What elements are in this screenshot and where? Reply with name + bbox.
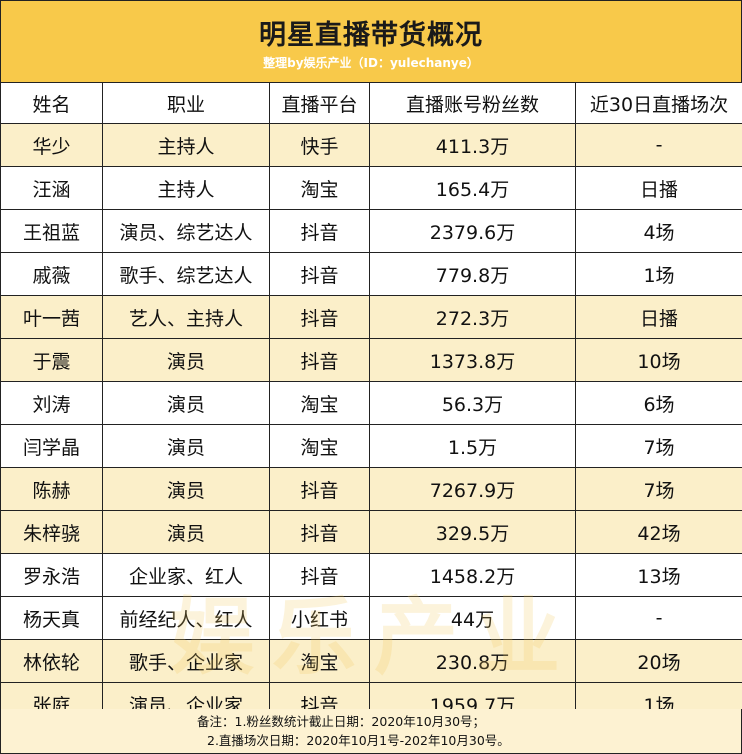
table-row: 罗永浩 企业家、红人 抖音 1458.2万 13场 [0,553,742,597]
source-credit: 整理by娱乐产业（ID：yulechanye） [263,56,479,70]
cell-sessions: 42场 [575,510,742,554]
cell-platform: 淘宝 [269,166,370,210]
cell-followers: 7267.9万 [369,467,576,511]
table-row: 戚薇 歌手、综艺达人 抖音 779.8万 1场 [0,252,742,296]
cell-sessions: 20场 [575,639,742,683]
cell-platform: 小红书 [269,596,370,640]
footnote: 备注：1.粉丝数统计截止日期：2020年10月30号； 2.直播场次日期：202… [0,709,742,754]
cell-platform: 抖音 [269,209,370,253]
cell-name: 戚薇 [0,252,103,296]
cell-followers: 165.4万 [369,166,576,210]
cell-name: 华少 [0,123,103,167]
table-row: 闫学晶 演员 淘宝 1.5万 7场 [0,424,742,468]
cell-platform: 淘宝 [269,424,370,468]
cell-occupation: 演员 [102,467,270,511]
cell-followers: 272.3万 [369,295,576,339]
cell-occupation: 艺人、主持人 [102,295,270,339]
cell-platform: 淘宝 [269,381,370,425]
cell-followers: 56.3万 [369,381,576,425]
cell-occupation: 主持人 [102,166,270,210]
cell-name: 杨天真 [0,596,103,640]
cell-followers: 230.8万 [369,639,576,683]
cell-name: 于震 [0,338,103,382]
cell-occupation: 演员 [102,338,270,382]
header-platform: 直播平台 [269,82,370,124]
cell-occupation: 前经纪人、红人 [102,596,270,640]
table-row: 于震 演员 抖音 1373.8万 10场 [0,338,742,382]
table-row: 刘涛 演员 淘宝 56.3万 6场 [0,381,742,425]
table-row: 汪涵 主持人 淘宝 165.4万 日播 [0,166,742,210]
cell-occupation: 演员 [102,381,270,425]
cell-name: 叶一茜 [0,295,103,339]
cell-name: 罗永浩 [0,553,103,597]
cell-sessions: 7场 [575,424,742,468]
cell-sessions: 1场 [575,252,742,296]
cell-occupation: 演员、综艺达人 [102,209,270,253]
table-row: 林依轮 歌手、企业家 淘宝 230.8万 20场 [0,639,742,683]
cell-sessions: 7场 [575,467,742,511]
cell-followers: 411.3万 [369,123,576,167]
cell-platform: 抖音 [269,252,370,296]
cell-followers: 1373.8万 [369,338,576,382]
cell-occupation: 主持人 [102,123,270,167]
cell-occupation: 歌手、综艺达人 [102,252,270,296]
cell-sessions: - [575,596,742,640]
cell-platform: 抖音 [269,295,370,339]
table-row: 叶一茜 艺人、主持人 抖音 272.3万 日播 [0,295,742,339]
cell-sessions: 13场 [575,553,742,597]
footnote-line-1: 备注：1.粉丝数统计截止日期：2020年10月30号； [197,714,486,729]
header-followers: 直播账号粉丝数 [369,82,576,124]
table-row: 华少 主持人 快手 411.3万 - [0,123,742,167]
cell-sessions: 日播 [575,166,742,210]
cell-name: 王祖蓝 [0,209,103,253]
cell-sessions: 日播 [575,295,742,339]
header-occupation: 职业 [102,82,270,124]
cell-occupation: 企业家、红人 [102,553,270,597]
table-header-row: 姓名 职业 直播平台 直播账号粉丝数 近30日直播场次 [0,82,742,124]
page-title: 明星直播带货概况 [259,20,483,51]
cell-name: 刘涛 [0,381,103,425]
cell-occupation: 演员 [102,510,270,554]
cell-sessions: - [575,123,742,167]
cell-name: 汪涵 [0,166,103,210]
cell-followers: 44万 [369,596,576,640]
cell-sessions: 6场 [575,381,742,425]
cell-name: 闫学晶 [0,424,103,468]
cell-followers: 2379.6万 [369,209,576,253]
header-name: 姓名 [0,82,103,124]
cell-occupation: 歌手、企业家 [102,639,270,683]
cell-platform: 快手 [269,123,370,167]
cell-sessions: 4场 [575,209,742,253]
cell-followers: 1458.2万 [369,553,576,597]
cell-name: 朱梓骁 [0,510,103,554]
title-banner: 明星直播带货概况 整理by娱乐产业（ID：yulechanye） [0,0,742,82]
table-row: 朱梓骁 演员 抖音 329.5万 42场 [0,510,742,554]
table-row: 陈赫 演员 抖音 7267.9万 7场 [0,467,742,511]
cell-name: 陈赫 [0,467,103,511]
cell-followers: 1.5万 [369,424,576,468]
cell-followers: 779.8万 [369,252,576,296]
footnote-line-2: 2.直播场次日期：2020年10月1号-202年10月30号。 [207,733,510,748]
table-row: 杨天真 前经纪人、红人 小红书 44万 - [0,596,742,640]
cell-platform: 抖音 [269,338,370,382]
cell-followers: 329.5万 [369,510,576,554]
cell-platform: 抖音 [269,510,370,554]
cell-platform: 抖音 [269,553,370,597]
cell-occupation: 演员 [102,424,270,468]
cell-name: 林依轮 [0,639,103,683]
header-sessions: 近30日直播场次 [575,82,742,124]
cell-platform: 淘宝 [269,639,370,683]
table-row: 王祖蓝 演员、综艺达人 抖音 2379.6万 4场 [0,209,742,253]
cell-sessions: 10场 [575,338,742,382]
cell-platform: 抖音 [269,467,370,511]
celebrity-livestream-table: 姓名 职业 直播平台 直播账号粉丝数 近30日直播场次 华少 主持人 快手 411.3… [0,82,742,726]
